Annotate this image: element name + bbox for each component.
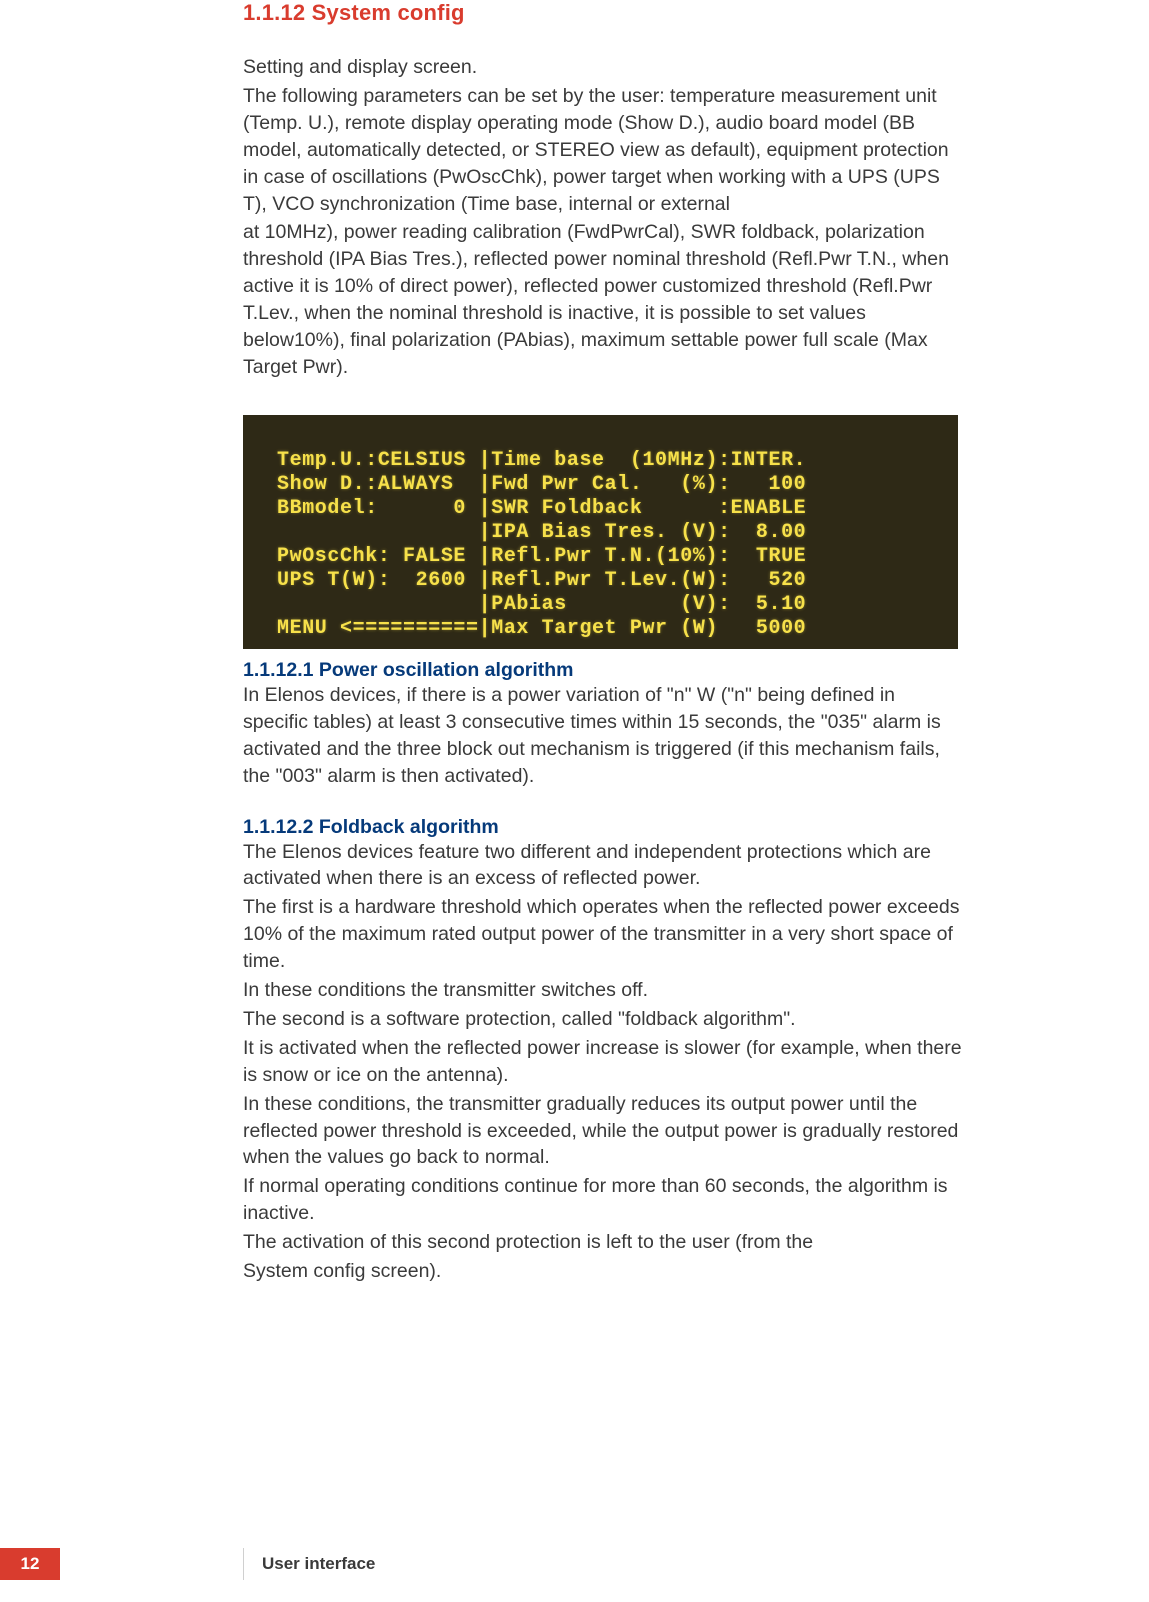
subsection-2-p7: If normal operating conditions continue … bbox=[243, 1173, 963, 1227]
subsection-2-p1: The Elenos devices feature two different… bbox=[243, 839, 963, 893]
subsection-2-p3: In these conditions the transmitter swit… bbox=[243, 977, 963, 1004]
page-number: 12 bbox=[0, 1548, 60, 1580]
page-footer: 12 User interface bbox=[0, 1548, 375, 1580]
intro-line-2: The following parameters can be set by t… bbox=[243, 83, 963, 218]
subsection-2-p5: It is activated when the reflected power… bbox=[243, 1035, 963, 1089]
lcd-row-3: BBmodel: 0 |SWR Foldback :ENABLE bbox=[277, 497, 806, 520]
subsection-2-title: 1.1.12.2 Foldback algorithm bbox=[243, 816, 963, 839]
lcd-row-1: Temp.U.:CELSIUS |Time base (10MHz):INTER… bbox=[277, 449, 806, 472]
intro-line-3: at 10MHz), power reading calibration (Fw… bbox=[243, 219, 963, 380]
subsection-1-title: 1.1.12.1 Power oscillation algorithm bbox=[243, 659, 963, 682]
subsection-2-p4: The second is a software protection, cal… bbox=[243, 1006, 963, 1033]
footer-divider bbox=[243, 1548, 244, 1580]
lcd-row-7: |PAbias (V): 5.10 bbox=[277, 593, 806, 616]
lcd-row-2: Show D.:ALWAYS |Fwd Pwr Cal. (%): 100 bbox=[277, 473, 806, 496]
footer-label: User interface bbox=[262, 1554, 375, 1574]
subsection-2-p8: The activation of this second protection… bbox=[243, 1229, 963, 1256]
subsection-1-body: In Elenos devices, if there is a power v… bbox=[243, 682, 963, 790]
page-content: 1.1.12 System config Setting and display… bbox=[243, 0, 963, 1287]
section-title: 1.1.12 System config bbox=[243, 0, 963, 26]
lcd-row-5: PwOscChk: FALSE |Refl.Pwr T.N.(10%): TRU… bbox=[277, 545, 806, 568]
lcd-screenshot: Temp.U.:CELSIUS |Time base (10MHz):INTER… bbox=[243, 415, 958, 649]
subsection-2-p2: The first is a hardware threshold which … bbox=[243, 894, 963, 975]
intro-line-1: Setting and display screen. bbox=[243, 54, 963, 81]
subsection-2-p9: System config screen). bbox=[243, 1258, 963, 1285]
lcd-row-4: |IPA Bias Tres. (V): 8.00 bbox=[277, 521, 806, 544]
lcd-row-6: UPS T(W): 2600 |Refl.Pwr T.Lev.(W): 520 bbox=[277, 569, 806, 592]
subsection-2-p6: In these conditions, the transmitter gra… bbox=[243, 1091, 963, 1172]
lcd-row-8: MENU <==========|Max Target Pwr (W) 5000 bbox=[277, 617, 806, 640]
